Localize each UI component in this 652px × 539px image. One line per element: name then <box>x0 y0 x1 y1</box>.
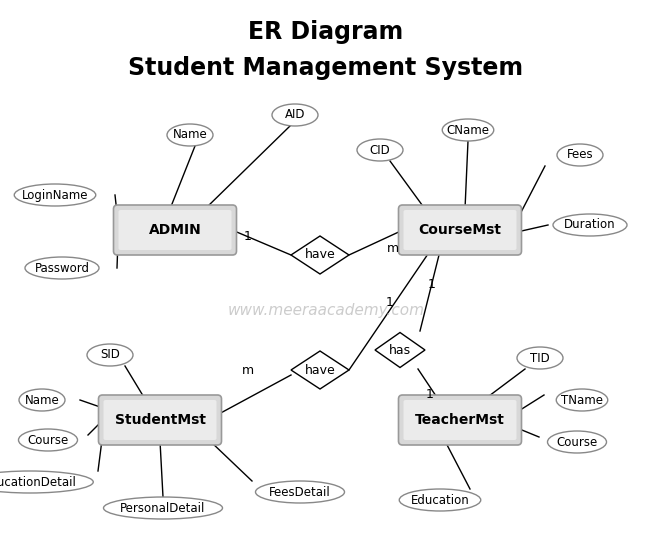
FancyBboxPatch shape <box>398 205 522 255</box>
Text: TeacherMst: TeacherMst <box>415 413 505 427</box>
Ellipse shape <box>19 389 65 411</box>
Text: FeesDetail: FeesDetail <box>269 486 331 499</box>
Text: AID: AID <box>285 108 305 121</box>
Ellipse shape <box>557 144 603 166</box>
Text: TID: TID <box>530 351 550 364</box>
Text: Education: Education <box>411 494 469 507</box>
Ellipse shape <box>399 489 481 511</box>
FancyBboxPatch shape <box>398 395 522 445</box>
Text: have: have <box>304 248 335 261</box>
Text: ADMIN: ADMIN <box>149 223 201 237</box>
Ellipse shape <box>167 124 213 146</box>
Text: CName: CName <box>447 123 490 136</box>
FancyBboxPatch shape <box>119 210 231 250</box>
Text: m: m <box>242 363 254 377</box>
Text: Name: Name <box>25 393 59 406</box>
Ellipse shape <box>272 104 318 126</box>
Text: 1: 1 <box>426 389 434 402</box>
Text: Course: Course <box>556 436 598 448</box>
Text: StudentMst: StudentMst <box>115 413 205 427</box>
Text: CID: CID <box>370 143 391 156</box>
Text: TName: TName <box>561 393 603 406</box>
Ellipse shape <box>256 481 344 503</box>
Ellipse shape <box>556 389 608 411</box>
Text: m: m <box>387 241 399 254</box>
Text: ER Diagram: ER Diagram <box>248 20 404 44</box>
Ellipse shape <box>357 139 403 161</box>
Ellipse shape <box>553 214 627 236</box>
Ellipse shape <box>548 431 606 453</box>
Text: LoginName: LoginName <box>22 189 88 202</box>
FancyBboxPatch shape <box>404 210 516 250</box>
Ellipse shape <box>87 344 133 366</box>
Polygon shape <box>291 351 349 389</box>
Polygon shape <box>375 333 425 368</box>
Text: Fees: Fees <box>567 149 593 162</box>
Text: Student Management System: Student Management System <box>128 56 524 80</box>
Ellipse shape <box>442 119 494 141</box>
Text: EducationDetail: EducationDetail <box>0 475 77 488</box>
Text: www.meeraacademy.com: www.meeraacademy.com <box>228 302 424 317</box>
Text: SID: SID <box>100 349 120 362</box>
FancyBboxPatch shape <box>113 205 237 255</box>
FancyBboxPatch shape <box>98 395 222 445</box>
Ellipse shape <box>0 471 93 493</box>
Text: 1: 1 <box>244 231 252 244</box>
Ellipse shape <box>18 429 78 451</box>
FancyBboxPatch shape <box>104 400 216 440</box>
FancyBboxPatch shape <box>404 400 516 440</box>
Text: Duration: Duration <box>564 218 615 231</box>
Text: CourseMst: CourseMst <box>419 223 501 237</box>
Text: 1: 1 <box>386 295 394 308</box>
Text: have: have <box>304 363 335 377</box>
Ellipse shape <box>14 184 96 206</box>
Text: Course: Course <box>27 433 68 446</box>
Text: Password: Password <box>35 261 89 274</box>
Polygon shape <box>291 236 349 274</box>
Ellipse shape <box>104 497 222 519</box>
Text: has: has <box>389 343 411 356</box>
Text: 1: 1 <box>428 279 436 292</box>
Text: Name: Name <box>173 128 207 142</box>
Text: PersonalDetail: PersonalDetail <box>121 501 205 515</box>
Ellipse shape <box>517 347 563 369</box>
Ellipse shape <box>25 257 99 279</box>
